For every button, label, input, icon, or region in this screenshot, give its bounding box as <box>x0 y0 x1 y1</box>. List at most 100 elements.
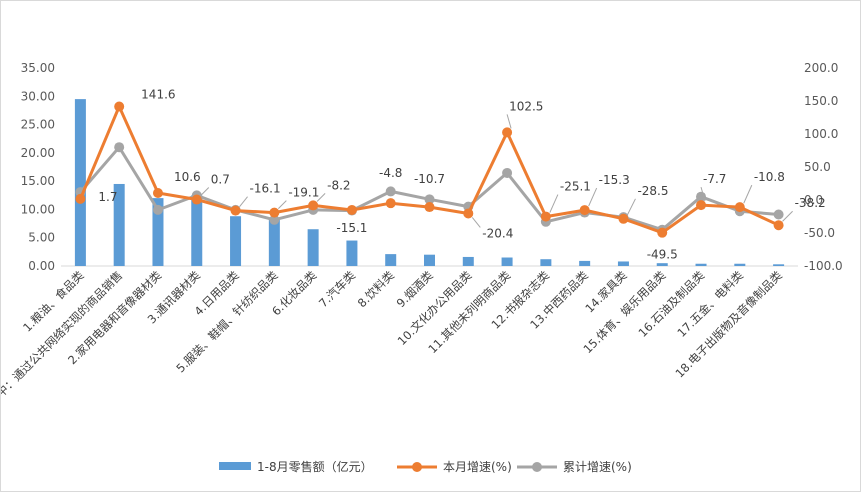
x-category-label: 16.石油及制品类 <box>636 268 708 340</box>
data-label: 0.7 <box>211 173 230 187</box>
bar <box>74 99 86 266</box>
bar <box>152 198 164 266</box>
point <box>75 193 86 204</box>
x-category-label: 17.五金、电料类 <box>674 268 746 340</box>
bar <box>424 254 435 266</box>
legend-swatch-bar <box>219 462 251 470</box>
label-leader-line <box>277 200 287 209</box>
point <box>230 205 241 216</box>
bar <box>734 263 746 266</box>
bar <box>462 256 474 266</box>
legend-swatch-marker <box>412 462 422 472</box>
legend-label: 1-8月零售额（亿元） <box>257 459 373 474</box>
point <box>540 211 551 222</box>
bar <box>579 260 591 266</box>
point <box>424 194 435 205</box>
data-label: 1.7 <box>98 190 117 204</box>
data-label: -49.5 <box>647 248 678 262</box>
point <box>346 204 357 215</box>
label-leader-line <box>316 193 326 202</box>
y-right-tick-label: 100.0 <box>804 127 838 141</box>
point <box>114 142 125 153</box>
point <box>269 207 280 218</box>
x-category-label: 7.汽车类 <box>316 268 358 310</box>
legend-label: 累计增速(%) <box>563 460 632 474</box>
bar <box>307 229 319 266</box>
data-label: 102.5 <box>509 99 543 113</box>
point <box>191 194 202 205</box>
data-label: -8.2 <box>327 178 350 192</box>
data-label: -38.2 <box>795 196 826 210</box>
y-right-tick-label: 50.0 <box>804 160 831 174</box>
y-left-tick-label: 20.00 <box>21 146 55 160</box>
data-label: -20.4 <box>482 226 513 240</box>
data-label: 10.6 <box>174 170 201 184</box>
bar <box>540 259 552 266</box>
label-leader-line <box>471 217 481 228</box>
point <box>308 200 319 211</box>
bar <box>268 217 280 266</box>
label-leader-line <box>506 114 512 129</box>
point <box>269 214 280 225</box>
data-label: -10.7 <box>414 172 445 186</box>
bar <box>385 254 397 266</box>
bar <box>346 240 358 266</box>
point <box>152 204 163 215</box>
point <box>502 127 513 138</box>
point <box>734 202 745 213</box>
y-left-tick-label: 25.00 <box>21 118 55 132</box>
bar <box>695 263 707 266</box>
bar <box>656 263 668 266</box>
label-leader-line <box>549 194 559 213</box>
data-label: -7.7 <box>703 172 726 186</box>
data-label: -15.1 <box>336 221 367 235</box>
point <box>773 220 784 231</box>
label-leader-line <box>627 198 636 216</box>
legend-swatch-marker <box>532 462 542 472</box>
y-right-tick-label: 150.0 <box>804 94 838 108</box>
point <box>579 205 590 216</box>
label-leader-line <box>588 187 598 207</box>
y-left-tick-label: 0.00 <box>28 259 55 273</box>
point <box>502 167 513 178</box>
point <box>657 227 668 238</box>
y-left-tick-label: 10.00 <box>21 202 55 216</box>
label-leader-line <box>200 187 210 196</box>
bar <box>113 183 125 266</box>
data-label: -10.8 <box>754 170 785 184</box>
legend-label: 本月增速(%) <box>443 460 512 474</box>
series-line <box>79 145 779 232</box>
data-label: -15.3 <box>599 173 630 187</box>
data-label: -16.1 <box>250 182 281 196</box>
point <box>152 188 163 199</box>
point <box>424 202 435 213</box>
bar <box>230 216 242 266</box>
data-label: 141.6 <box>141 88 175 102</box>
y-left-tick-label: 5.00 <box>28 231 55 245</box>
y-right-tick-label: 200.0 <box>804 61 838 75</box>
label-leader-line <box>782 210 793 222</box>
data-label: -4.8 <box>379 166 402 180</box>
bar <box>773 264 785 266</box>
label-leader-line <box>700 186 706 202</box>
data-label: -19.1 <box>288 186 319 200</box>
y-left-tick-label: 15.00 <box>21 174 55 188</box>
point <box>463 208 474 219</box>
data-label: -25.1 <box>560 180 591 194</box>
y-right-tick-label: 0.0 <box>804 193 823 207</box>
x-category-label: 8.饮料类 <box>355 268 397 310</box>
y-left-tick-label: 30.00 <box>21 89 55 103</box>
point <box>385 186 396 197</box>
point <box>385 198 396 209</box>
y-right-tick-label: -50.0 <box>804 226 835 240</box>
y-right-tick-label: -100.0 <box>804 259 843 273</box>
y-left-tick-label: 35.00 <box>21 61 55 75</box>
bar <box>191 195 203 266</box>
point <box>114 101 125 112</box>
data-label: -28.5 <box>637 184 668 198</box>
point <box>696 200 707 211</box>
point <box>618 213 629 224</box>
label-leader-line <box>239 196 248 207</box>
